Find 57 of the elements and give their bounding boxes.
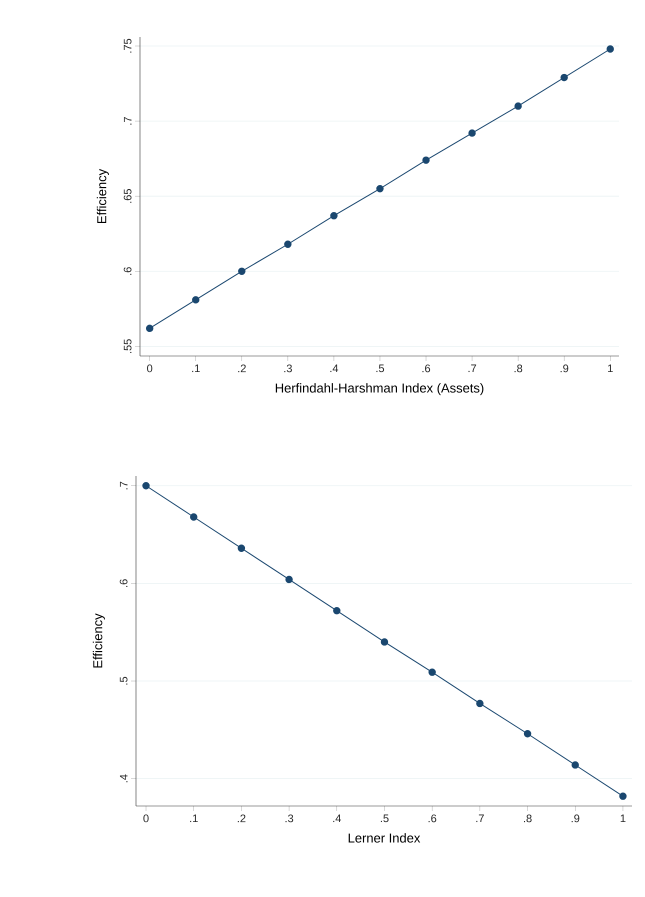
point — [330, 212, 338, 220]
y-tick-label: .5 — [120, 676, 128, 685]
y-tick-label: .4 — [120, 774, 128, 782]
x-tick-label: .9 — [572, 814, 580, 822]
point — [380, 638, 388, 646]
x-tick-label: .3 — [284, 364, 292, 372]
y-tick-label: .55 — [124, 339, 132, 353]
x-tick-label: 1 — [608, 364, 613, 372]
x-tick-label: .7 — [476, 814, 484, 822]
y-tick-label: .6 — [120, 579, 128, 587]
point — [190, 513, 198, 521]
point — [285, 576, 293, 584]
x-tick-label: .3 — [286, 814, 294, 822]
x-tick-label: .8 — [524, 814, 532, 822]
point — [284, 240, 292, 248]
x-tick-label: .4 — [333, 814, 342, 822]
x-tick-label: 0 — [143, 814, 149, 822]
x-tick-label: .4 — [330, 364, 338, 372]
x-tick-label: 1 — [620, 814, 626, 822]
point — [606, 45, 614, 53]
y-tick-label: .6 — [124, 267, 132, 275]
x-tick-label: .5 — [376, 364, 384, 372]
x-axis-title: Herfindahl-Harshman Index (Assets) — [276, 383, 484, 396]
x-tick-label: 0 — [147, 364, 152, 372]
y-axis-title: Efficiency — [92, 613, 105, 668]
x-tick-label: .9 — [560, 364, 568, 372]
point — [192, 296, 200, 304]
point — [238, 268, 246, 275]
y-tick-label: .7 — [120, 482, 128, 490]
x-tick-label: .6 — [422, 364, 430, 372]
x-axis-title: Lerner Index — [348, 833, 420, 843]
point — [476, 700, 484, 708]
x-tick-label: .6 — [428, 814, 436, 822]
y-axis-title: Efficiency — [96, 168, 109, 224]
y-tick-label: .65 — [124, 189, 132, 203]
point — [468, 129, 476, 137]
point — [428, 668, 436, 676]
x-tick-label: .7 — [468, 364, 476, 372]
point — [238, 544, 246, 552]
point — [422, 156, 430, 164]
point — [572, 761, 579, 769]
x-tick-label: .8 — [514, 364, 522, 372]
point — [560, 74, 568, 82]
point — [142, 482, 150, 490]
x-tick-label: .1 — [190, 814, 198, 822]
y-tick-label: .7 — [124, 117, 132, 125]
point — [619, 792, 627, 800]
point — [514, 102, 522, 110]
point — [376, 184, 384, 192]
x-tick-label: .2 — [238, 814, 246, 822]
x-tick-label: .2 — [238, 364, 246, 372]
point — [333, 607, 340, 614]
point — [524, 730, 532, 738]
x-tick-label: .5 — [380, 814, 389, 822]
point — [146, 324, 154, 332]
x-tick-label: .1 — [192, 364, 200, 372]
y-tick-label: .75 — [124, 38, 132, 53]
